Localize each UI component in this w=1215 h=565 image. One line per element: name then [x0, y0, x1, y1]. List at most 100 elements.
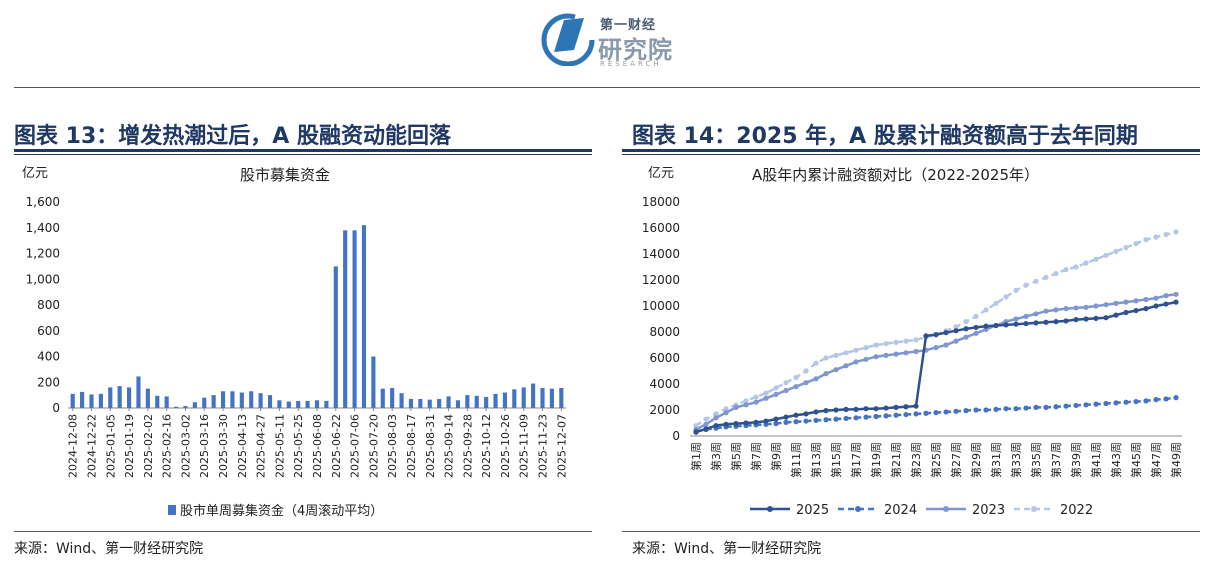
data-point-2022 [1023, 282, 1029, 288]
bar [437, 398, 442, 408]
x-tick-label: 2025-01-05 [104, 414, 117, 478]
data-point-2024 [1033, 404, 1039, 410]
x-tick-label: 2025-09-14 [443, 414, 456, 478]
data-point-2025 [973, 324, 979, 331]
bar [258, 393, 263, 408]
data-point-2024 [803, 418, 809, 424]
bar [465, 395, 470, 408]
data-point-2025 [693, 429, 699, 435]
data-point-2022 [1073, 264, 1079, 270]
x-tick-label: 第45周 [1129, 442, 1143, 478]
data-point-2024 [1133, 398, 1139, 405]
data-point-2024 [813, 417, 819, 423]
data-point-2024 [893, 412, 899, 418]
data-point-2025 [853, 406, 859, 412]
data-point-2023 [1143, 296, 1149, 303]
data-point-2025 [1123, 309, 1129, 316]
data-point-2025 [963, 326, 969, 332]
bar [531, 383, 536, 408]
y-tick-label: 4000 [649, 377, 680, 391]
bar [239, 392, 244, 408]
data-point-2025 [1173, 299, 1179, 305]
bar [512, 389, 517, 408]
data-point-2022 [993, 300, 999, 306]
data-point-2022 [803, 368, 809, 374]
legend-marker-2024 [855, 506, 861, 512]
x-tick-label: 2025-08-31 [424, 414, 437, 478]
right-source: 来源：Wind、第一财经研究院 [632, 541, 822, 557]
data-point-2025 [1053, 319, 1059, 325]
data-point-2024 [793, 419, 799, 425]
data-point-2022 [963, 319, 969, 325]
data-point-2022 [1003, 294, 1009, 300]
data-point-2022 [953, 324, 959, 330]
bar [145, 388, 150, 408]
data-point-2023 [893, 351, 899, 357]
data-point-2022 [693, 423, 699, 429]
x-tick-label: 第29周 [969, 442, 983, 478]
x-tick-label: 2025-06-08 [311, 414, 324, 478]
data-point-2025 [923, 333, 929, 339]
x-tick-label: 第21周 [889, 442, 903, 478]
x-tick-label: 2025-11-09 [518, 414, 531, 478]
bar [352, 230, 357, 408]
data-point-2025 [713, 423, 719, 429]
bar [390, 388, 395, 408]
data-point-2023 [773, 391, 779, 397]
data-point-2025 [803, 411, 809, 417]
data-point-2024 [1083, 402, 1089, 408]
data-point-2023 [783, 387, 789, 394]
data-point-2024 [853, 415, 859, 421]
right-figure-title: 图表 14：2025 年，A 股累计融资额高于去年同期 [632, 124, 1138, 149]
left-title-rule-thin [14, 154, 592, 155]
bar [333, 266, 338, 408]
data-point-2025 [1163, 301, 1169, 307]
y-tick-label: 1,600 [26, 195, 60, 209]
data-point-2022 [973, 313, 979, 319]
data-point-2022 [883, 341, 889, 347]
data-point-2023 [793, 384, 799, 390]
x-tick-label: 2025-05-11 [273, 414, 286, 478]
data-point-2025 [1093, 315, 1099, 321]
data-point-2025 [763, 418, 769, 424]
data-point-2025 [723, 421, 729, 427]
y-tick-label: 6000 [649, 351, 680, 365]
bar [286, 401, 291, 408]
legend-marker-2022 [1031, 506, 1037, 512]
logo-text-top: 第一财经 [600, 18, 657, 33]
bar [540, 388, 545, 408]
data-point-2022 [843, 350, 849, 356]
data-point-2025 [933, 332, 939, 338]
y-tick-label: 10000 [642, 299, 680, 313]
data-point-2022 [913, 337, 919, 343]
bar [314, 400, 320, 408]
bar [324, 400, 329, 408]
data-point-2025 [783, 414, 789, 420]
data-point-2024 [1153, 397, 1159, 403]
x-tick-label: 2025-11-23 [537, 414, 550, 478]
data-point-2024 [823, 417, 829, 423]
x-tick-label: 2025-01-19 [123, 414, 136, 478]
data-point-2025 [743, 420, 749, 426]
bar [484, 397, 489, 408]
bar [559, 388, 564, 408]
data-point-2022 [743, 398, 749, 404]
x-tick-label: 2024-12-08 [67, 414, 80, 478]
x-tick-label: 2025-06-22 [330, 414, 343, 478]
data-point-2022 [903, 338, 909, 344]
data-point-2024 [1023, 405, 1029, 411]
left-source: 来源：Wind、第一财经研究院 [14, 541, 204, 557]
bar [549, 388, 554, 408]
data-point-2024 [963, 408, 969, 414]
bar [343, 230, 348, 408]
bar [155, 395, 160, 408]
data-point-2024 [783, 419, 789, 425]
data-point-2022 [753, 394, 759, 400]
left-unit-label: 亿元 [22, 166, 49, 181]
data-point-2025 [863, 406, 869, 412]
data-point-2023 [1103, 302, 1109, 308]
data-point-2023 [723, 410, 729, 416]
x-tick-label: 第9周 [769, 442, 783, 471]
data-point-2025 [1063, 318, 1069, 324]
data-point-2022 [1043, 274, 1049, 280]
